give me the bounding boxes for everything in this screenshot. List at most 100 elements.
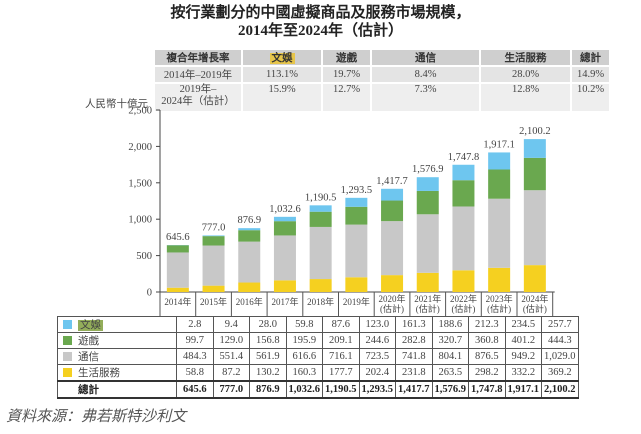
bar-segment (202, 236, 225, 246)
bar-segment (345, 224, 368, 278)
bar-segment (488, 152, 511, 170)
legend-label: 生活服務 (78, 368, 120, 379)
cagr-header-games: 遊戲 (322, 50, 372, 67)
cagr-header-life-services: 生活服務 (480, 50, 572, 67)
table-cell: 444.3 (541, 332, 579, 349)
table-cell: 1,029.0 (541, 348, 579, 365)
table-cell: 282.8 (395, 332, 433, 349)
table-cell: 202.4 (358, 364, 396, 382)
x-tick-label: 2018年 (307, 296, 334, 307)
cagr-period: 2014年–2019年 (155, 66, 243, 84)
bar-segment (273, 280, 296, 292)
cagr-period: 2019年– 2024年（估計） (155, 83, 243, 113)
table-cell: 87.2 (212, 364, 250, 382)
table-cell: 156.8 (249, 332, 287, 349)
x-tick-label: 2023年 (486, 293, 513, 304)
x-tick-label: 2015年 (200, 296, 227, 307)
table-cell: 360.8 (468, 332, 506, 349)
cagr-table: 複合年增長率 文娛 遊戲 通信 生活服務 總計 2014年–2019年 113.… (155, 50, 611, 113)
bar-segment (345, 277, 368, 292)
bar-segment (452, 270, 475, 292)
table-cell: 28.0 (249, 316, 287, 333)
cagr-value: 8.4% (371, 66, 481, 84)
cagr-header-communication: 通信 (371, 50, 481, 67)
cagr-value: 28.0% (480, 66, 572, 84)
bar-segment (523, 265, 546, 292)
bar-segment (202, 235, 225, 237)
table-cell: 298.2 (468, 364, 506, 382)
table-cell: 876.5 (468, 348, 506, 365)
table-cell: 195.9 (285, 332, 323, 349)
legend-label: 文娛 (78, 320, 103, 331)
table-row: 通信 484.3 551.4 561.9 616.6 716.1 723.5 741.8 804… (57, 348, 579, 365)
cagr-period-line2: 2024年（估計） (161, 96, 235, 107)
bar-segment (309, 205, 332, 212)
x-tick-label: 2017年 (271, 296, 298, 307)
total-cell: 1,747.8 (468, 380, 506, 399)
bar-segment (273, 216, 296, 222)
cagr-value: 19.7% (322, 66, 372, 84)
table-cell: 209.1 (322, 332, 360, 349)
table-cell: 804.1 (431, 348, 469, 365)
total-label: 777.0 (202, 222, 226, 233)
total-cell: 1,293.5 (358, 380, 396, 399)
bar-segment (523, 157, 546, 191)
total-cell: 645.6 (176, 380, 214, 399)
legend-cell: 生活服務 (57, 364, 177, 382)
cagr-value: 7.3% (371, 83, 481, 113)
cagr-header-row: 複合年增長率 文娛 遊戲 通信 生活服務 總計 (155, 50, 611, 67)
bar-segment (309, 279, 332, 292)
bar-segment (381, 221, 404, 276)
total-label: 1,917.1 (483, 139, 515, 150)
y-tick-label: 0 (147, 288, 152, 299)
cagr-value: 12.7% (322, 83, 372, 113)
cagr-value: 12.8% (480, 83, 572, 113)
chart-title-line2: 2014年至2024年（估計） (237, 23, 403, 39)
bar-segment (523, 139, 546, 158)
total-cell: 2,100.2 (541, 380, 579, 399)
table-cell: 257.7 (541, 316, 579, 333)
cagr-value: 113.1% (242, 66, 323, 84)
legend-label: 遊戲 (78, 336, 99, 347)
table-cell: 949.2 (504, 348, 542, 365)
bar-segment (166, 287, 189, 292)
total-cell: 1,417.7 (395, 380, 433, 399)
table-cell: 234.5 (504, 316, 542, 333)
table-cell: 332.2 (504, 364, 542, 382)
table-cell: 177.7 (322, 364, 360, 382)
bar-segment (381, 275, 404, 292)
data-table: 文娛 2.8 9.4 28.0 59.8 87.6 123.0 161.3 188.6 212.3… (57, 316, 579, 399)
chart-title-line1: 按行業劃分的中國虛擬商品及服務市場規模， (170, 5, 471, 21)
total-label: 1,293.5 (341, 185, 373, 196)
total-label: 2,100.2 (519, 126, 551, 137)
total-label: 1,417.7 (376, 176, 408, 187)
table-cell: 123.0 (358, 316, 396, 333)
table-cell: 212.3 (468, 316, 506, 333)
total-label: 1,747.8 (448, 152, 480, 163)
x-tick-sublabel: (估計) (380, 303, 404, 314)
total-cell: 1,190.5 (322, 380, 360, 399)
total-cell: 1,917.1 (504, 380, 542, 399)
table-cell: 160.3 (285, 364, 323, 382)
total-label: 1,190.5 (305, 192, 337, 203)
table-cell: 263.5 (431, 364, 469, 382)
bar-segment (381, 188, 404, 201)
cagr-value: 15.9% (242, 83, 323, 113)
bar-segment (416, 190, 439, 215)
table-cell: 129.0 (212, 332, 250, 349)
table-row: 文娛 2.8 9.4 28.0 59.8 87.6 123.0 161.3 188.6 212.3… (57, 316, 579, 333)
bar-segment (238, 228, 261, 231)
bar-segment (166, 245, 189, 253)
table-cell: 161.3 (395, 316, 433, 333)
y-tick-label: 1,000 (128, 215, 152, 226)
y-tick-label: 2,000 (128, 142, 152, 153)
x-tick-label: 2014年 (164, 296, 191, 307)
bar-segment (238, 282, 261, 292)
bar-segment (416, 214, 439, 273)
total-label: 1,576.9 (412, 164, 444, 175)
y-tick-label: 2,500 (128, 106, 152, 117)
bar-segment (202, 245, 225, 286)
cagr-row: 2019年– 2024年（估計） 15.9% 12.7% 7.3% 12.8% 1… (155, 83, 611, 113)
bar-segment (309, 226, 332, 280)
bar-segment (488, 267, 511, 292)
